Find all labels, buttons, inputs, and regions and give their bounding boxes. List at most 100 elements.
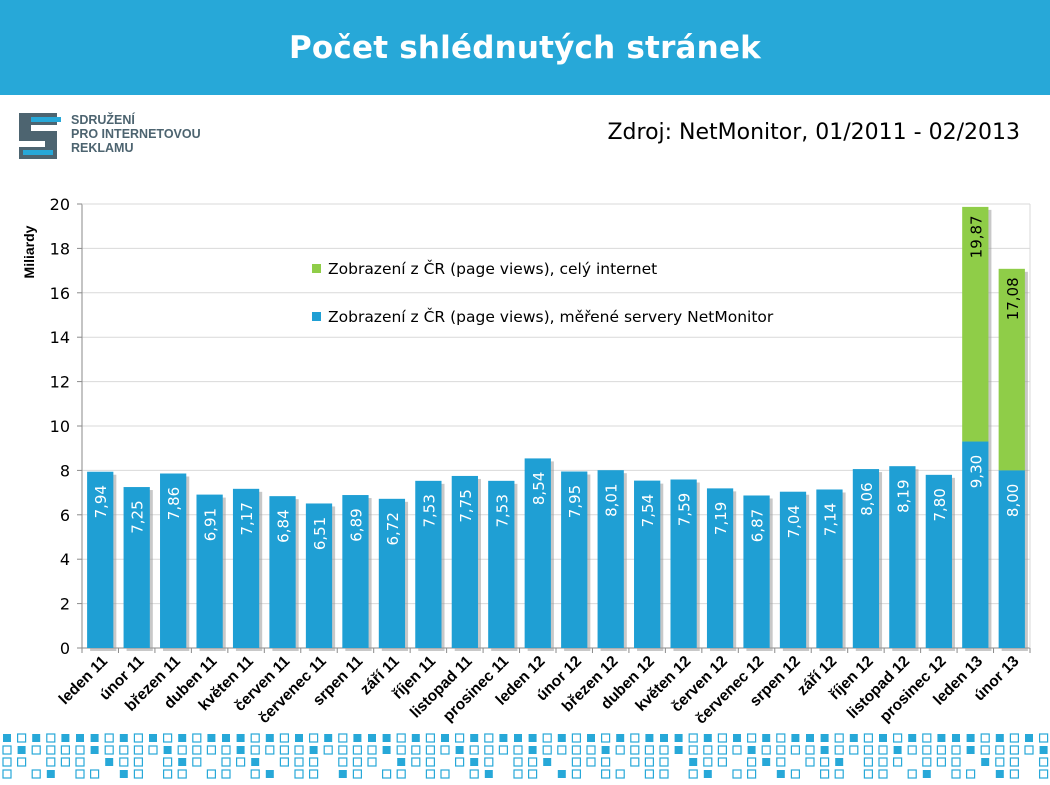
- decorative-dot: [104, 745, 114, 755]
- decorative-dot: [951, 769, 961, 779]
- decorative-dot: [425, 733, 435, 743]
- decorative-dot: [965, 769, 976, 779]
- bar-label-netmonitor: 7,04: [785, 505, 803, 538]
- bar-chart: 0 2 4 6 8 10 12 14 16 18 20 Miliardy 7,94 leden 11 7,2…: [21, 195, 1031, 728]
- decorative-dot: [776, 745, 786, 755]
- decorative-dot: [60, 745, 71, 755]
- decorative-dot: [163, 757, 173, 767]
- bar-netmonitor: [87, 471, 114, 648]
- decorative-dot: [806, 734, 814, 742]
- decorative-dot: [207, 734, 216, 742]
- decorative-dot: [75, 769, 85, 779]
- decorative-dot: [279, 757, 289, 767]
- y-tick-label: 10: [50, 417, 70, 436]
- y-tick-label: 14: [50, 328, 70, 347]
- decorative-dot: [688, 733, 698, 743]
- decorative-dot: [17, 757, 27, 767]
- decorative-dot: [338, 757, 348, 767]
- decorative-dot: [192, 733, 202, 743]
- decorative-dot: [586, 757, 596, 767]
- decorative-dot: [966, 746, 975, 754]
- y-tick-label: 20: [50, 195, 70, 214]
- decorative-dot: [1025, 734, 1033, 742]
- decorative-dot: [294, 745, 304, 755]
- decorative-dot: [470, 734, 479, 742]
- decorative-dot: [192, 757, 202, 767]
- decorative-dot: [587, 734, 595, 742]
- decorative-dot: [791, 734, 800, 742]
- decorative-dot: [908, 734, 917, 742]
- bar-netmonitor: [816, 489, 843, 648]
- decorative-dot: [1024, 745, 1034, 755]
- y-tick-label: 16: [50, 284, 70, 303]
- decorative-dot: [396, 745, 406, 755]
- bar-internet-total: [998, 268, 1025, 471]
- decorative-dot: [995, 745, 1005, 755]
- decorative-dot: [440, 769, 450, 779]
- decorative-dot: [60, 757, 71, 767]
- decorative-dot: [279, 745, 289, 755]
- decorative-dot: [980, 745, 990, 755]
- decorative-dot: [469, 769, 479, 779]
- bar-netmonitor: [706, 488, 734, 648]
- decorative-dot: [119, 770, 128, 778]
- decorative-dot: [382, 734, 391, 742]
- decorative-dot: [119, 745, 129, 755]
- decorative-dot: [527, 769, 538, 779]
- decorative-dot: [163, 746, 172, 754]
- decorative-dot: [133, 757, 143, 767]
- logo-line-2: PRO INTERNETOVOU: [71, 127, 201, 141]
- decorative-dot: [557, 770, 566, 778]
- y-axis-title: Miliardy: [21, 225, 37, 278]
- decorative-dot: [177, 769, 187, 779]
- decorative-dot: [323, 745, 333, 755]
- decorative-dot: [367, 745, 377, 755]
- decorative-dot: [133, 733, 143, 743]
- decorative-dot: [178, 758, 187, 766]
- decorative-dot: [600, 757, 611, 767]
- bar-label-netmonitor: 7,75: [457, 489, 475, 522]
- decorative-dot: [892, 757, 903, 767]
- bar-label-netmonitor: 7,54: [639, 494, 657, 527]
- decorative-dot: [1038, 733, 1049, 743]
- decorative-dot: [571, 757, 582, 767]
- decorative-dot: [951, 757, 961, 767]
- decorative-dot: [104, 733, 114, 743]
- y-tick-label: 2: [60, 595, 70, 614]
- decorative-dot: [878, 745, 888, 755]
- decorative-dot: [499, 734, 508, 742]
- decorative-dot: [835, 758, 844, 766]
- decorative-dot: [834, 769, 844, 779]
- bar-label-netmonitor: 7,80: [931, 488, 949, 521]
- y-tick-label: 4: [60, 550, 70, 569]
- logo-line-3: REKLAMU: [71, 141, 134, 155]
- decorative-dot: [455, 757, 465, 767]
- decorative-dot: [937, 734, 946, 742]
- logo-line-1: SDRUŽENÍ: [71, 113, 135, 127]
- decorative-dot: [528, 746, 537, 754]
- decorative-dot: [1039, 746, 1048, 754]
- decorative-dot: [2, 757, 12, 767]
- bar-label-netmonitor: 6,72: [384, 512, 402, 545]
- bar-internet-total: [962, 206, 989, 442]
- decorative-dot: [382, 769, 392, 779]
- bar-netmonitor: [269, 496, 296, 648]
- decorative-dot: [295, 734, 303, 742]
- decorative-dot: [746, 769, 757, 779]
- decorative-dot: [761, 745, 771, 755]
- decorative-dot: [178, 734, 187, 742]
- decorative-dot: [75, 745, 85, 755]
- bar-netmonitor: [524, 458, 551, 648]
- bar-netmonitor: [561, 471, 588, 648]
- decorative-dot: [425, 757, 435, 767]
- decorative-dot: [397, 758, 406, 766]
- decorative-dot: [834, 745, 844, 755]
- page-title: Počet shlédnutých stránek: [289, 29, 761, 66]
- decorative-dot: [762, 758, 771, 766]
- decorative-dot: [236, 746, 245, 754]
- decorative-dot: [571, 733, 582, 743]
- decorative-dot: [250, 769, 260, 779]
- bar-netmonitor: [451, 475, 478, 648]
- bar-label-netmonitor: 6,91: [202, 508, 220, 541]
- bar-netmonitor: [342, 495, 369, 648]
